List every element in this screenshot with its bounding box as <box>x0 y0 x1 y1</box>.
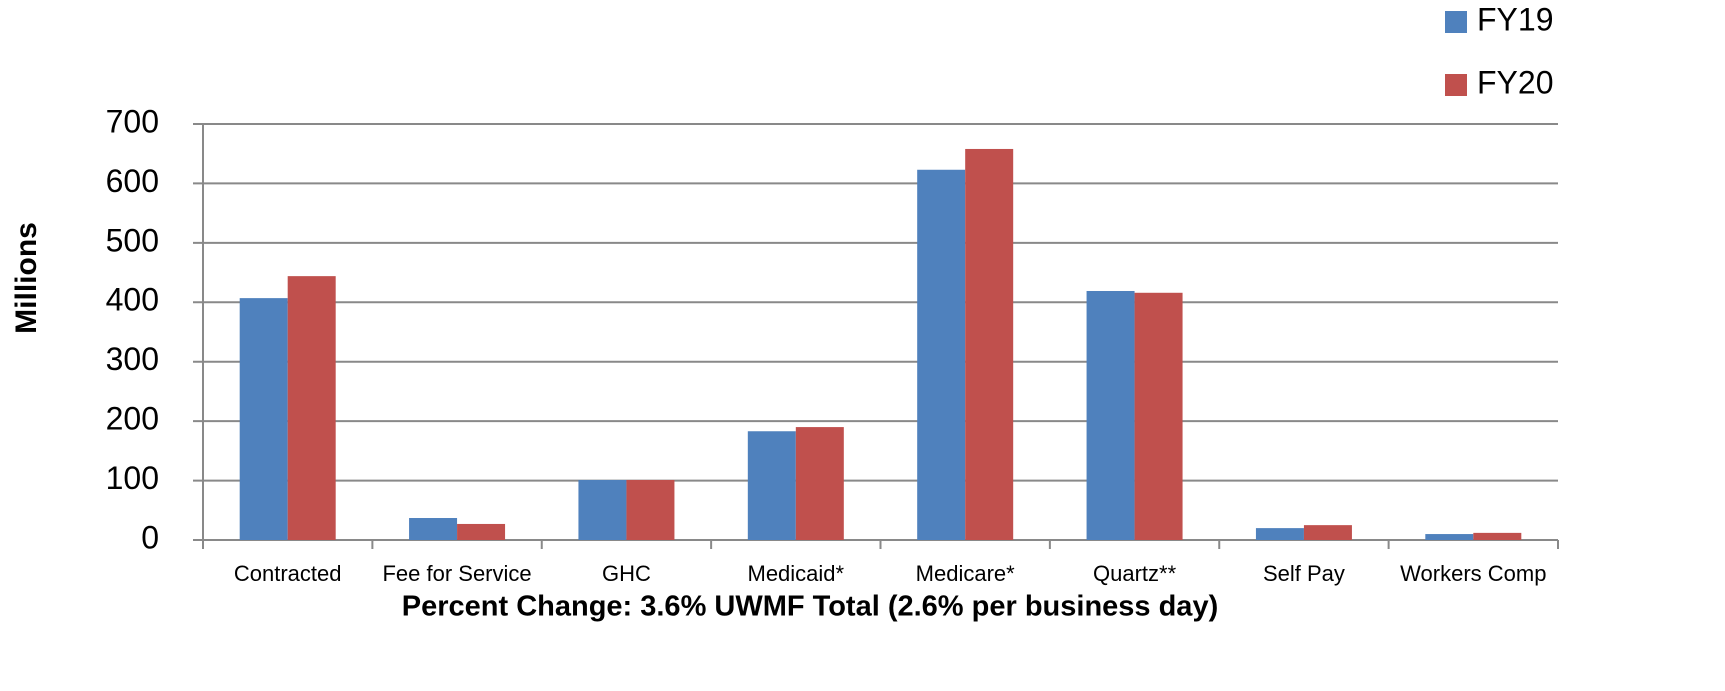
y-tick-label: 0 <box>141 519 159 555</box>
legend-swatch <box>1445 74 1467 96</box>
y-tick-label: 300 <box>106 341 159 377</box>
x-tick-label: Quartz** <box>1093 561 1177 586</box>
x-tick-label: Contracted <box>234 561 342 586</box>
y-tick-label: 400 <box>106 282 159 318</box>
bar <box>1134 292 1183 540</box>
y-tick-label: 700 <box>106 103 159 139</box>
legend-label: FY20 <box>1477 64 1553 100</box>
bar <box>239 298 288 540</box>
bar <box>578 479 627 540</box>
y-tick-label: 500 <box>106 222 159 258</box>
x-tick-label: Medicare* <box>916 561 1015 586</box>
x-tick-label: Workers Comp <box>1400 561 1546 586</box>
x-tick-label: Self Pay <box>1263 561 1345 586</box>
x-axis-title: Percent Change: 3.6% UWMF Total (2.6% pe… <box>402 591 1218 623</box>
bar <box>1473 532 1522 540</box>
x-tick-label: Medicaid* <box>748 561 845 586</box>
x-tick-label: Fee for Service <box>382 561 531 586</box>
bar <box>1425 534 1474 540</box>
x-tick-label: GHC <box>602 561 651 586</box>
legend-swatch <box>1445 11 1467 33</box>
bar <box>1086 290 1135 540</box>
y-tick-label: 600 <box>106 163 159 199</box>
bar <box>795 427 844 540</box>
y-tick-label: 200 <box>106 401 159 437</box>
y-axis-title: Millions <box>10 222 43 334</box>
bar <box>747 431 796 540</box>
bar <box>409 518 458 540</box>
bar <box>1255 528 1304 540</box>
bar <box>457 523 506 540</box>
bar <box>917 169 966 540</box>
bar <box>287 276 336 540</box>
bar <box>1303 525 1352 540</box>
bar <box>965 148 1014 540</box>
legend-label: FY19 <box>1477 1 1553 37</box>
bar <box>626 479 675 540</box>
y-tick-label: 100 <box>106 460 159 496</box>
